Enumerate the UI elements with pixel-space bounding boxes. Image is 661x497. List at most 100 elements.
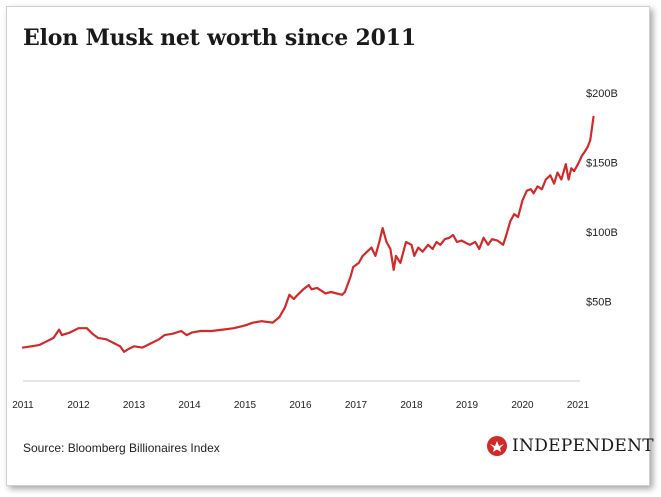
data-point-97 <box>553 182 555 185</box>
x-tick-label-2018: 2018 <box>400 400 423 411</box>
data-point-61 <box>399 262 402 264</box>
data-point-7 <box>69 331 72 334</box>
data-point-109 <box>592 116 595 118</box>
data-point-86 <box>509 220 512 223</box>
data-point-37 <box>292 298 295 300</box>
data-point-70 <box>439 243 442 246</box>
data-point-51 <box>361 255 364 257</box>
data-point-28 <box>221 328 224 331</box>
data-point-1 <box>30 345 33 348</box>
data-point-3 <box>47 339 49 342</box>
data-point-5 <box>58 328 60 331</box>
x-tick-label-2012: 2012 <box>67 400 90 411</box>
data-point-49 <box>352 266 355 268</box>
data-point-54 <box>374 255 377 257</box>
data-point-2 <box>38 344 41 346</box>
y-tick-labels: $50B $100B $150B $200B <box>586 88 618 309</box>
net-worth-points <box>22 116 595 353</box>
data-point-50 <box>357 262 360 264</box>
data-point-9 <box>85 327 88 330</box>
data-point-69 <box>435 241 438 243</box>
data-point-103 <box>573 170 575 173</box>
data-point-27 <box>210 330 213 332</box>
data-point-94 <box>541 188 543 191</box>
data-point-107 <box>586 146 589 149</box>
x-tick-label-2016: 2016 <box>289 400 312 411</box>
y-tick-label-50: $50B <box>586 297 612 309</box>
data-point-14 <box>119 345 121 348</box>
data-point-48 <box>349 275 352 278</box>
data-point-79 <box>478 248 481 250</box>
data-point-76 <box>463 241 466 243</box>
data-point-6 <box>61 334 63 336</box>
data-point-4 <box>52 337 55 339</box>
x-tick-label-2017: 2017 <box>345 400 368 411</box>
chart-title: Elon Musk net worth since 2011 <box>23 25 416 51</box>
data-point-100 <box>564 163 567 166</box>
data-point-84 <box>502 243 504 246</box>
data-point-65 <box>417 246 420 249</box>
brand-name: INDEPENDENT <box>512 436 654 456</box>
data-point-32 <box>260 320 263 323</box>
data-point-106 <box>583 150 586 153</box>
data-point-45 <box>335 292 338 295</box>
eagle-icon <box>487 436 507 456</box>
data-point-67 <box>427 243 429 246</box>
data-point-88 <box>517 216 519 218</box>
data-point-81 <box>487 243 489 246</box>
data-point-73 <box>452 234 454 236</box>
x-tick-label-2013: 2013 <box>123 400 146 411</box>
chart-card: Elon Musk net worth since 2011 2011 2012 2… <box>6 6 654 486</box>
data-point-13 <box>113 342 116 345</box>
data-point-47 <box>344 291 346 293</box>
data-point-30 <box>244 324 246 327</box>
data-point-64 <box>413 255 416 257</box>
data-point-62 <box>405 241 407 243</box>
x-tick-label-2021: 2021 <box>567 400 590 411</box>
data-point-58 <box>389 248 392 250</box>
data-point-15 <box>123 350 125 353</box>
data-point-92 <box>532 192 535 195</box>
data-point-38 <box>296 293 299 296</box>
data-point-22 <box>172 332 174 335</box>
data-point-74 <box>456 241 458 243</box>
data-point-18 <box>141 346 144 349</box>
net-worth-line <box>21 115 595 353</box>
data-point-19 <box>149 342 152 345</box>
data-point-52 <box>366 250 368 253</box>
data-point-17 <box>133 345 135 348</box>
data-point-36 <box>288 293 291 296</box>
data-point-95 <box>544 178 547 181</box>
data-point-85 <box>505 235 507 238</box>
line-chart: 2011 2012 2013 2014 2015 2016 2017 2018 2019 2020… <box>12 88 618 411</box>
data-point-23 <box>180 330 183 332</box>
data-point-96 <box>549 174 552 177</box>
data-point-39 <box>302 288 305 291</box>
data-point-55 <box>378 241 381 243</box>
x-tick-labels: 2011 2012 2013 2014 2015 2016 2017 2018 2019 2020… <box>12 400 589 411</box>
data-point-16 <box>127 348 130 350</box>
source-note: Source: Bloomberg Billionaires Index <box>23 441 220 455</box>
data-point-11 <box>97 337 99 339</box>
data-point-40 <box>307 284 310 286</box>
data-point-75 <box>460 239 463 242</box>
data-point-26 <box>199 330 202 332</box>
data-point-41 <box>310 288 313 291</box>
data-point-71 <box>443 238 446 241</box>
data-point-72 <box>448 236 451 239</box>
data-point-66 <box>421 250 424 253</box>
data-point-87 <box>513 213 516 216</box>
data-point-82 <box>491 238 493 241</box>
data-point-0 <box>22 346 24 349</box>
y-tick-label-200: $200B <box>586 88 618 100</box>
data-point-53 <box>370 246 373 249</box>
data-point-98 <box>556 171 559 174</box>
data-point-102 <box>570 167 573 170</box>
data-point-108 <box>589 139 592 142</box>
data-point-83 <box>496 239 499 242</box>
data-point-77 <box>468 243 471 246</box>
data-point-99 <box>560 178 563 181</box>
data-point-8 <box>77 327 80 330</box>
data-point-20 <box>158 338 160 341</box>
data-point-101 <box>567 178 570 181</box>
